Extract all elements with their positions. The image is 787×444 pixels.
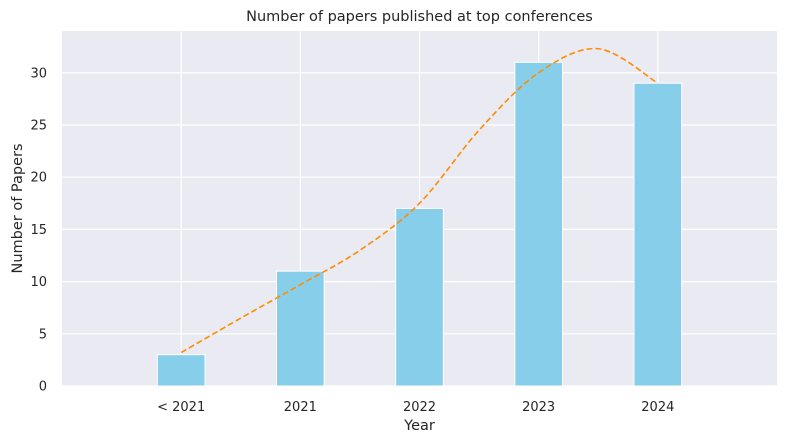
- y-tick-label: 30: [30, 66, 47, 81]
- bars: [156, 61, 683, 387]
- y-tick-labels: 0 5 10 15 20 25 30: [30, 66, 47, 394]
- x-tick-label: 2023: [522, 400, 555, 415]
- x-axis-label: Year: [403, 418, 435, 434]
- x-tick-labels: < 2021 2021 2022 2023 2024: [157, 400, 674, 415]
- chart-title: Number of papers published at top confer…: [246, 9, 593, 25]
- y-tick-label: 5: [39, 327, 47, 342]
- bar: [156, 354, 206, 387]
- bar: [276, 270, 325, 387]
- y-tick-label: 25: [30, 118, 47, 133]
- x-tick-label: 2022: [403, 400, 436, 415]
- x-tick-label: 2021: [284, 400, 317, 415]
- y-tick-label: 0: [39, 380, 47, 395]
- x-tick-label: 2024: [641, 400, 674, 415]
- bar: [633, 82, 683, 387]
- trend-line: [180, 47, 659, 354]
- y-tick-label: 15: [30, 223, 47, 238]
- bar: [395, 208, 444, 387]
- y-axis-label: Number of Papers: [10, 143, 26, 273]
- x-tick-label: < 2021: [157, 400, 205, 415]
- y-tick-label: 20: [30, 171, 47, 186]
- y-tick-label: 10: [30, 275, 47, 290]
- bar: [514, 61, 563, 387]
